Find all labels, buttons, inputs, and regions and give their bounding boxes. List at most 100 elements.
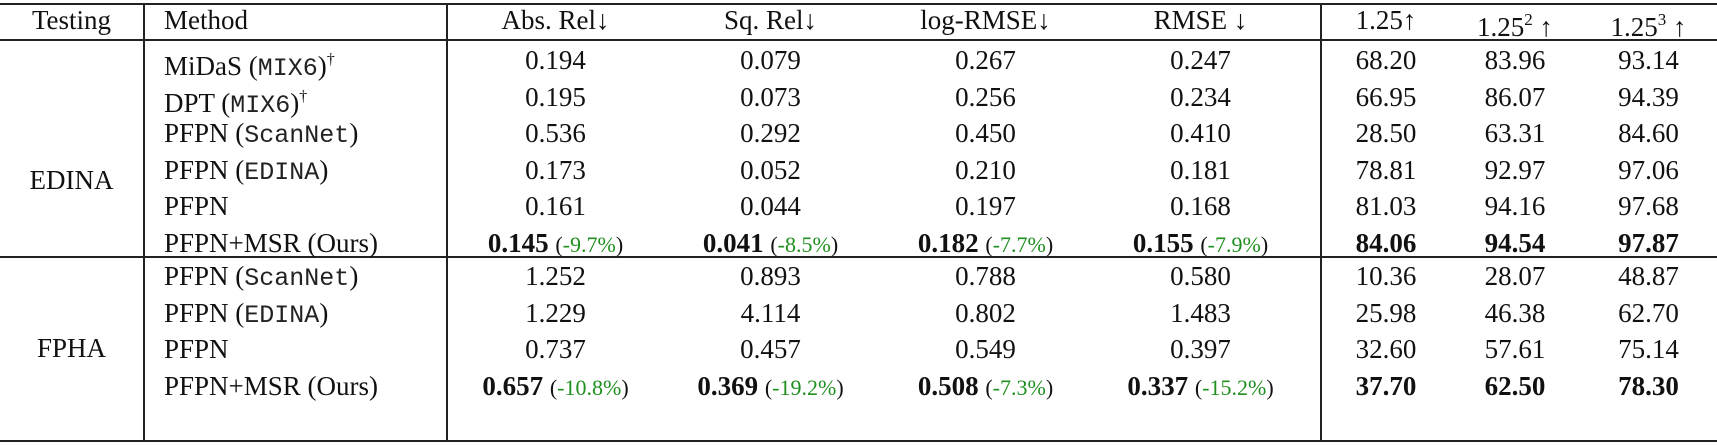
metric-value: 97.06 xyxy=(1618,154,1679,185)
cell-abs-rel: 0.536 xyxy=(448,115,663,151)
training-dataset: MIX6 xyxy=(257,54,318,83)
metric-value: 57.61 xyxy=(1484,334,1546,364)
metric-value: 32.60 xyxy=(1355,334,1417,364)
header-method: Method xyxy=(164,5,248,35)
metric-value: 81.03 xyxy=(1355,191,1417,221)
training-dataset: EDINA xyxy=(244,300,320,330)
metric-value: 68.20 xyxy=(1355,45,1417,75)
metric-value: 25.98 xyxy=(1355,297,1417,328)
cell-rmse: 0.181 xyxy=(1093,152,1308,188)
cell-d2: 62.50 xyxy=(1450,368,1580,404)
cell-sq-rel: 0.292 xyxy=(663,115,878,151)
cell-abs-rel: 1.229 xyxy=(448,295,663,331)
metric-value: 0.247 xyxy=(1170,45,1231,75)
cell-log-rmse: 0.210 xyxy=(878,152,1093,188)
cell-sq-rel: 0.041 (-8.5%) xyxy=(663,225,878,261)
method-name: PFPN xyxy=(164,334,229,364)
cell-abs-rel: 0.173 xyxy=(448,152,663,188)
cell-d1: 81.03 xyxy=(1322,188,1450,224)
cell-abs-rel: 0.161 xyxy=(448,188,663,224)
metric-value: 0.182 xyxy=(917,227,979,258)
metric-value: 48.87 xyxy=(1618,261,1679,291)
metric-value: 0.337 xyxy=(1127,370,1189,401)
training-dataset: ScanNet xyxy=(244,121,350,150)
cell-sq-rel: 4.114 xyxy=(663,295,878,331)
cell-d1: 10.36 xyxy=(1322,258,1450,294)
metric-value: 0.155 xyxy=(1132,227,1194,258)
cell-abs-rel: 0.737 xyxy=(448,331,663,367)
improvement-delta: (-10.8%) xyxy=(549,374,629,400)
dagger-mark: † xyxy=(299,87,308,105)
improvement-delta: (-9.7%) xyxy=(555,231,624,257)
method-name: DPT xyxy=(164,87,215,118)
top-rule xyxy=(0,3,1717,5)
metric-value: 0.181 xyxy=(1170,154,1231,185)
cell-sq-rel: 0.073 xyxy=(663,79,878,115)
method-cell: PFPN xyxy=(164,188,444,224)
metric-value: 86.07 xyxy=(1484,81,1546,112)
group-label-fpha: FPHA xyxy=(36,333,107,363)
cell-abs-rel: 0.194 xyxy=(448,42,663,78)
cell-d3: 62.70 xyxy=(1580,295,1717,331)
metric-value: 94.39 xyxy=(1618,81,1679,112)
method-name: PFPN xyxy=(164,297,229,328)
header-sq-rel: Sq. Rel↓ xyxy=(723,5,817,35)
cell-log-rmse: 0.788 xyxy=(878,258,1093,294)
metric-value: 1.229 xyxy=(525,297,586,328)
cell-abs-rel: 1.252 xyxy=(448,258,663,294)
training-dataset: MIX6 xyxy=(230,90,291,120)
metric-value: 63.31 xyxy=(1484,118,1546,148)
cell-rmse: 0.337 (-15.2%) xyxy=(1093,368,1308,404)
metric-value: 97.87 xyxy=(1618,227,1679,258)
cell-abs-rel: 0.145 (-9.7%) xyxy=(448,225,663,261)
metric-value: 37.70 xyxy=(1355,370,1417,401)
cell-log-rmse: 0.197 xyxy=(878,188,1093,224)
method-cell: DPT (MIX6)† xyxy=(164,87,308,120)
cell-sq-rel: 0.457 xyxy=(663,331,878,367)
cell-log-rmse: 0.450 xyxy=(878,115,1093,151)
cell-d3: 48.87 xyxy=(1580,258,1717,294)
method-cell: MiDaS (MIX6)† xyxy=(164,51,335,83)
metric-value: 0.450 xyxy=(955,118,1016,148)
header-abs-rel: Abs. Rel↓ xyxy=(501,5,610,35)
cell-sq-rel: 0.052 xyxy=(663,152,878,188)
cell-log-rmse: 0.549 xyxy=(878,331,1093,367)
metric-value: 84.06 xyxy=(1355,227,1417,258)
cell-rmse: 0.410 xyxy=(1093,115,1308,151)
metric-value: 0.145 xyxy=(487,227,549,258)
cell-sq-rel: 0.079 xyxy=(663,42,878,78)
cell-rmse: 1.483 xyxy=(1093,295,1308,331)
metric-value: 4.114 xyxy=(740,297,801,328)
cell-d2: 86.07 xyxy=(1450,79,1580,115)
bottom-rule xyxy=(0,440,1717,442)
improvement-delta: (-7.3%) xyxy=(985,374,1054,400)
metric-value: 0.788 xyxy=(955,261,1016,291)
cell-d1: 25.98 xyxy=(1322,295,1450,331)
metric-value: 0.410 xyxy=(1170,118,1231,148)
cell-d3: 97.68 xyxy=(1580,188,1717,224)
cell-rmse: 0.168 xyxy=(1093,188,1308,224)
improvement-delta: (-7.9%) xyxy=(1200,231,1269,257)
metric-value: 1.252 xyxy=(525,261,586,291)
metric-value: 78.30 xyxy=(1618,370,1679,401)
metric-value: 66.95 xyxy=(1355,81,1417,112)
cell-d2: 63.31 xyxy=(1450,115,1580,151)
cell-d1: 84.06 xyxy=(1322,225,1450,261)
metric-value: 0.168 xyxy=(1170,191,1231,221)
metric-value: 0.079 xyxy=(740,45,801,75)
improvement-delta: (-15.2%) xyxy=(1194,374,1274,400)
header-log-rmse: log-RMSE↓ xyxy=(920,5,1051,35)
cell-abs-rel: 0.657 (-10.8%) xyxy=(448,368,663,404)
method-cell: PFPN (ScanNet) xyxy=(164,118,359,150)
metric-value: 0.234 xyxy=(1170,81,1231,112)
metric-value: 83.96 xyxy=(1484,45,1546,75)
metric-value: 0.195 xyxy=(525,81,586,112)
method-name: PFPN xyxy=(164,191,229,221)
metric-value: 0.802 xyxy=(955,297,1016,328)
vrule-testing xyxy=(143,3,145,442)
header-rule xyxy=(0,39,1717,41)
metric-value: 28.07 xyxy=(1484,261,1546,291)
improvement-delta: (-19.2%) xyxy=(764,374,844,400)
cell-d2: 46.38 xyxy=(1450,295,1580,331)
